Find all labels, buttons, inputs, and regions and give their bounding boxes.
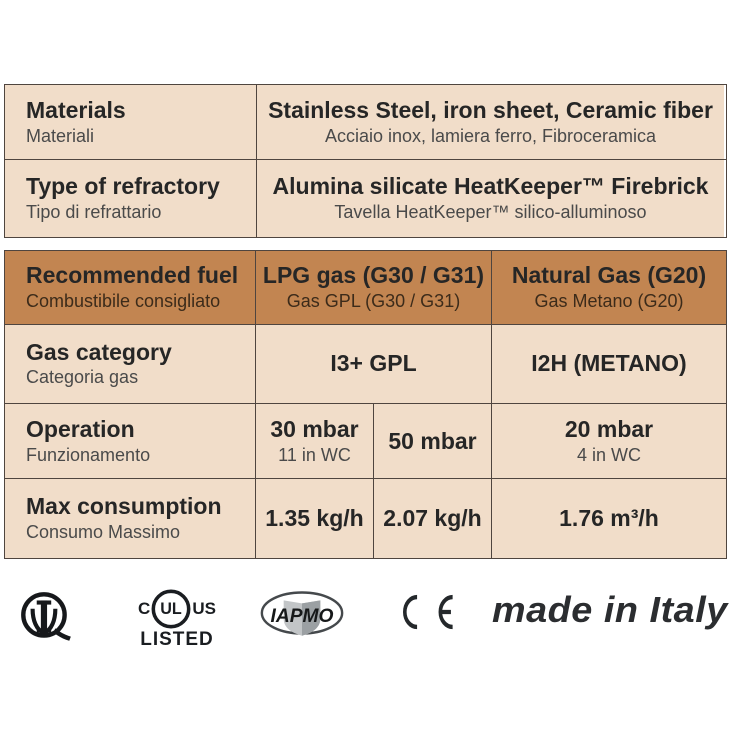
svg-text:UL: UL bbox=[161, 600, 183, 618]
svg-text:IAPMO: IAPMO bbox=[271, 606, 334, 627]
